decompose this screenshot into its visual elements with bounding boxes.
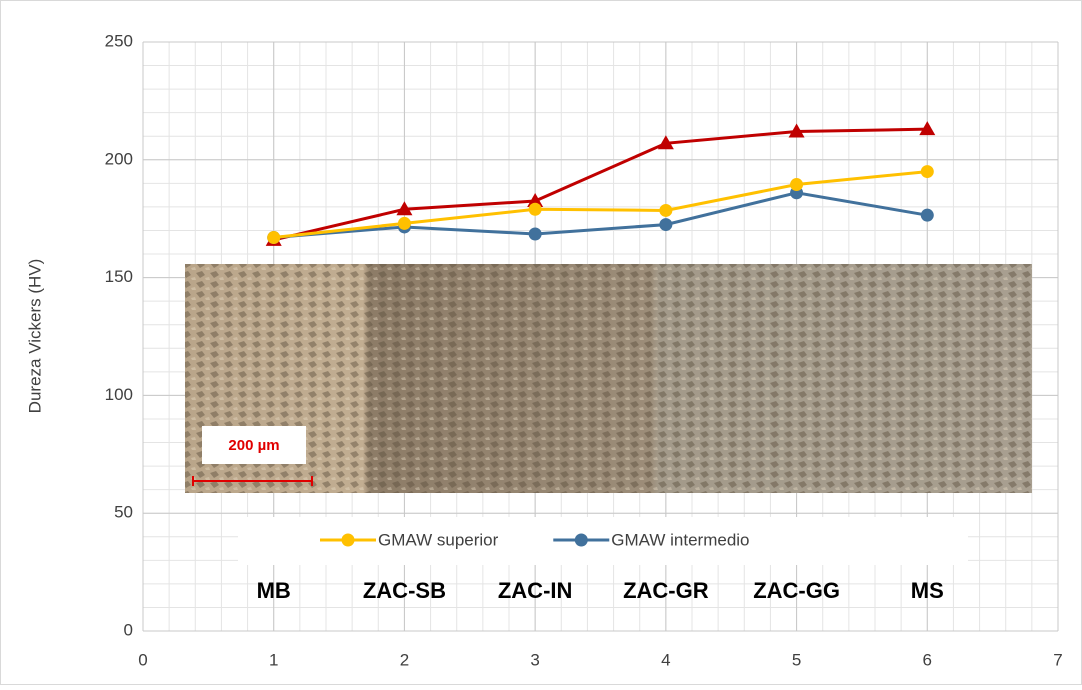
x-tick-label: 5 bbox=[792, 650, 801, 669]
zone-label: MB bbox=[257, 578, 291, 603]
x-tick-label: 0 bbox=[138, 650, 147, 669]
marker bbox=[921, 165, 934, 178]
marker bbox=[790, 178, 803, 191]
legend-label: GMAW superior bbox=[378, 530, 499, 549]
zone-label: ZAC-GG bbox=[753, 578, 840, 603]
zone-label: MS bbox=[911, 578, 944, 603]
y-tick-label: 50 bbox=[114, 503, 133, 522]
marker bbox=[529, 228, 542, 241]
marker bbox=[398, 217, 411, 230]
marker bbox=[529, 203, 542, 216]
y-tick-label: 200 bbox=[105, 149, 133, 168]
x-tick-label: 2 bbox=[400, 650, 409, 669]
marker bbox=[267, 231, 280, 244]
x-tick-label: 4 bbox=[661, 650, 670, 669]
zone-label: ZAC-SB bbox=[363, 578, 446, 603]
marker bbox=[659, 204, 672, 217]
zone-label: ZAC-GR bbox=[623, 578, 709, 603]
y-tick-label: 100 bbox=[105, 385, 133, 404]
micrograph: 200 µm bbox=[185, 264, 1032, 493]
legend-label: GMAW intermedio bbox=[611, 530, 749, 549]
y-tick-label: 250 bbox=[105, 31, 133, 50]
marker bbox=[921, 209, 934, 222]
x-tick-label: 7 bbox=[1053, 650, 1062, 669]
y-tick-label: 150 bbox=[105, 267, 133, 286]
micrograph-texture bbox=[185, 264, 1032, 493]
scale-label: 200 µm bbox=[228, 437, 279, 454]
y-tick-label: 0 bbox=[124, 620, 133, 639]
chart: 200 µm Dureza Vickers (HV) 0 1 2 3 4 5 6 7 0 50 10… bbox=[0, 0, 1082, 685]
legend-marker bbox=[575, 534, 588, 547]
marker bbox=[659, 218, 672, 231]
zone-label: ZAC-IN bbox=[498, 578, 573, 603]
legend-marker bbox=[342, 534, 355, 547]
x-tick-label: 6 bbox=[923, 650, 932, 669]
x-tick-label: 3 bbox=[530, 650, 539, 669]
x-tick-label: 1 bbox=[269, 650, 278, 669]
y-axis-label: Dureza Vickers (HV) bbox=[25, 259, 44, 414]
